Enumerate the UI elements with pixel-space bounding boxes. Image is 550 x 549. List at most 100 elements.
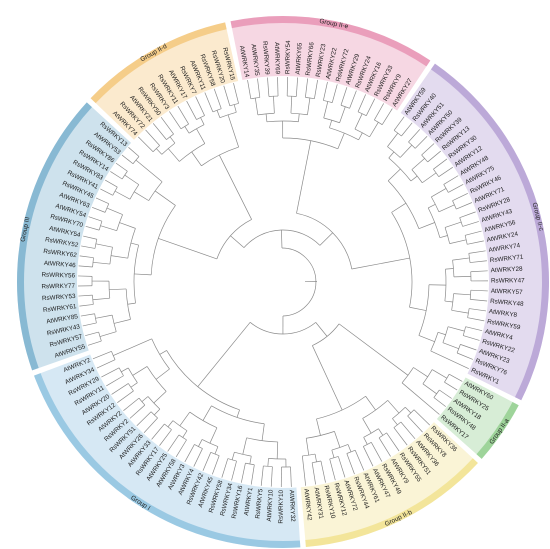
branch [290, 466, 292, 487]
branch [452, 193, 468, 201]
branch [465, 326, 483, 332]
branch [388, 151, 395, 159]
branch [124, 174, 140, 185]
branch [405, 406, 412, 414]
branch [240, 463, 246, 483]
branch [227, 114, 239, 148]
branch-arc [257, 112, 275, 116]
branch-arc [462, 326, 466, 336]
branch [453, 293, 471, 296]
branch-arc [127, 228, 136, 259]
branch [254, 98, 259, 115]
branch [354, 113, 363, 130]
branch [191, 151, 202, 166]
branch-arc [196, 115, 205, 120]
branch [400, 421, 416, 440]
branch [357, 94, 367, 112]
branch [301, 455, 307, 486]
branch-arc [111, 351, 116, 360]
branch [410, 175, 418, 182]
branch-arc [268, 458, 286, 460]
branch [470, 299, 488, 302]
branch-arc [281, 247, 317, 317]
branch [113, 319, 131, 324]
branch-arc [451, 293, 454, 311]
branch [270, 466, 273, 487]
branch [329, 458, 336, 481]
branch [319, 232, 333, 246]
leaf-label: AtWRKY42 [302, 488, 313, 521]
leaf-label: RsWRKY53 [42, 293, 76, 302]
branch [362, 418, 372, 434]
branch [470, 289, 488, 292]
branch [276, 441, 279, 459]
branch [337, 132, 345, 149]
branch [334, 431, 341, 448]
branch [273, 96, 275, 114]
branch-arc [210, 451, 220, 456]
branch [428, 203, 436, 209]
branch [305, 438, 310, 456]
branch [82, 322, 97, 327]
branch [195, 96, 205, 116]
branch [337, 456, 346, 478]
branch [339, 106, 346, 123]
branch [175, 439, 187, 458]
branch [456, 352, 473, 360]
branch [467, 317, 485, 322]
branch [197, 322, 251, 387]
branch [100, 188, 113, 196]
branch [349, 90, 357, 109]
branch-arc [178, 434, 187, 441]
group-bands [17, 16, 550, 548]
branch [151, 423, 165, 440]
branch [370, 442, 383, 462]
branch [378, 428, 384, 436]
leaf-label: RsWRKY10 [278, 489, 285, 523]
branch [358, 132, 363, 141]
branch [320, 460, 326, 483]
branch-arc [121, 171, 128, 180]
branch [323, 81, 328, 101]
branch-arc [431, 196, 440, 212]
group-strip [305, 458, 478, 548]
branch [136, 411, 152, 426]
branch [265, 113, 268, 122]
branch [401, 122, 413, 137]
branch [444, 381, 458, 391]
branch [169, 111, 182, 130]
branch-arc [459, 217, 463, 227]
leaf-label: AtWRKY1 [243, 486, 254, 516]
branch [381, 108, 393, 125]
branch [418, 222, 435, 230]
branch [460, 344, 477, 351]
branch-arc [104, 203, 110, 213]
branch [177, 105, 189, 125]
branch [223, 85, 231, 106]
branch [104, 179, 118, 188]
group-strip [34, 373, 301, 548]
branch [365, 396, 376, 411]
branch [467, 240, 484, 245]
branch [159, 350, 167, 355]
branch [363, 437, 368, 445]
branch [250, 464, 255, 485]
branch [323, 101, 329, 119]
branch-arc [250, 97, 260, 100]
branch [202, 405, 212, 421]
branch [437, 331, 446, 336]
branch [204, 92, 214, 113]
branch [443, 175, 459, 185]
branch [411, 158, 425, 170]
branch [230, 235, 245, 248]
group-strip [476, 402, 519, 459]
branch [431, 188, 447, 198]
branch-arc [430, 332, 439, 352]
branch [386, 432, 400, 452]
branch [193, 448, 203, 467]
branch [438, 166, 454, 177]
branch [329, 120, 333, 128]
group-band [90, 22, 239, 140]
branch [92, 261, 110, 265]
branch [242, 437, 247, 455]
